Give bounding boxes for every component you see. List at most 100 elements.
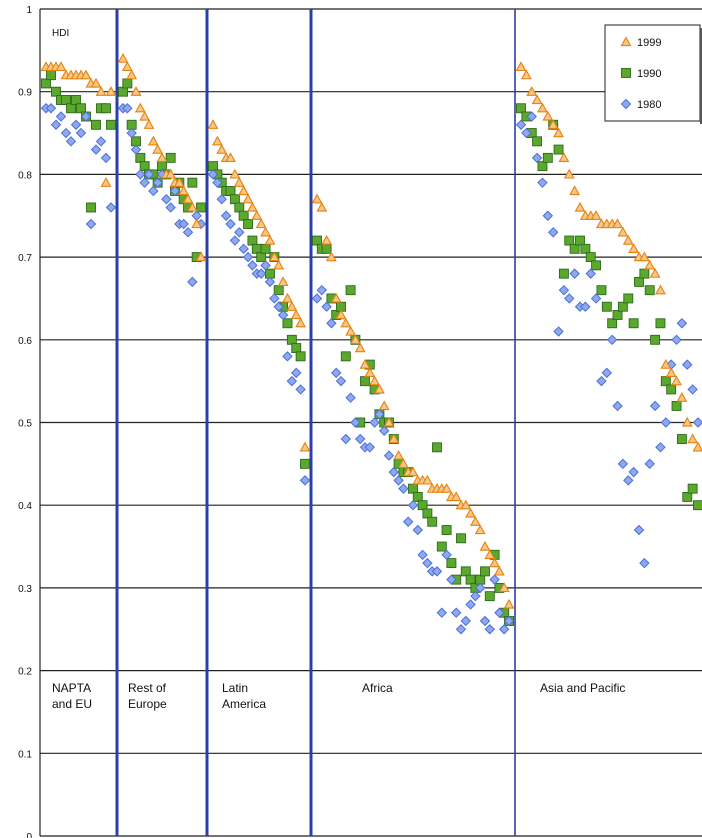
- data-point-1999: [233, 177, 245, 187]
- data-point-1999: [273, 259, 285, 270]
- data-point-1999: [612, 218, 623, 229]
- data-point-1990: [118, 86, 128, 97]
- data-point-1980: [644, 458, 655, 470]
- data-point-1980: [130, 144, 142, 155]
- data-point-1990: [558, 268, 569, 279]
- data-point-1980: [50, 119, 62, 130]
- data-point-1999: [165, 168, 177, 179]
- data-point-1990: [660, 376, 671, 387]
- y-tick-label: 0.6: [18, 336, 32, 347]
- data-point-1980: [354, 433, 366, 445]
- data-point-1980: [335, 375, 347, 387]
- data-point-1990: [650, 334, 661, 345]
- data-point-1990: [575, 235, 585, 246]
- data-point-1990: [256, 252, 267, 263]
- data-point-1999: [655, 284, 666, 295]
- data-point-1990: [516, 103, 526, 114]
- data-point-1990: [76, 103, 86, 114]
- data-point-1980: [606, 334, 618, 346]
- data-point-1990: [537, 161, 548, 172]
- data-point-1980: [216, 194, 227, 205]
- data-point-1990: [644, 285, 655, 296]
- data-point-1990: [432, 442, 442, 453]
- data-point-1980: [590, 293, 602, 304]
- data-point-1999: [692, 441, 702, 452]
- data-point-1980: [286, 375, 298, 387]
- data-point-1980: [383, 450, 395, 461]
- data-point-1999: [498, 582, 510, 593]
- data-point-1980: [494, 607, 505, 618]
- y-axis-title: HDI: [52, 28, 69, 39]
- data-point-1999: [290, 309, 302, 320]
- data-point-1999: [484, 549, 496, 559]
- data-point-1990: [601, 301, 612, 312]
- data-point-1999: [665, 367, 677, 378]
- data-point-1999: [671, 375, 682, 386]
- data-point-1980: [187, 276, 198, 288]
- data-point-1999: [503, 598, 515, 609]
- data-point-1980: [417, 549, 428, 561]
- data-point-1999: [622, 234, 634, 245]
- data-point-1999: [681, 416, 693, 427]
- data-point-1999: [345, 325, 357, 336]
- data-point-1980: [70, 119, 82, 130]
- data-point-1980: [585, 268, 596, 279]
- legend-label: 1980: [637, 99, 661, 111]
- data-point-1990: [273, 285, 284, 296]
- data-point-1980: [90, 144, 102, 155]
- data-point-1999: [644, 259, 656, 270]
- data-point-1990: [465, 574, 476, 585]
- data-point-1999: [542, 110, 554, 121]
- data-point-1999: [207, 119, 219, 129]
- data-point-1980: [126, 127, 137, 139]
- data-point-1980: [436, 607, 448, 618]
- data-point-1999: [186, 201, 198, 212]
- data-point-1980: [676, 318, 688, 329]
- data-point-1980: [369, 417, 380, 428]
- data-point-1990: [286, 334, 297, 345]
- data-point-1980: [161, 194, 172, 205]
- data-point-1990: [628, 318, 639, 329]
- data-point-1990: [135, 152, 146, 163]
- data-point-1990: [422, 508, 433, 519]
- data-point-1980: [340, 433, 352, 445]
- data-point-1980: [498, 624, 510, 635]
- data-point-1999: [421, 474, 433, 485]
- data-point-1999: [479, 540, 491, 551]
- legend-label: 1990: [637, 68, 661, 80]
- data-point-1990: [196, 202, 206, 213]
- data-point-1999: [321, 234, 333, 245]
- data-point-1999: [526, 86, 538, 96]
- data-point-1980: [580, 301, 591, 312]
- data-point-1980: [238, 243, 249, 255]
- data-point-1999: [330, 292, 342, 303]
- data-point-1980: [374, 409, 385, 420]
- region-label: Latin: [222, 681, 248, 695]
- data-point-1980: [479, 615, 491, 627]
- data-point-1980: [178, 218, 189, 230]
- data-point-1999: [531, 94, 543, 105]
- data-point-1990: [412, 491, 423, 502]
- data-point-1980: [55, 111, 67, 122]
- data-point-1980: [455, 624, 467, 635]
- data-point-1990: [71, 95, 81, 105]
- data-point-1990: [446, 558, 457, 569]
- data-point-1980: [220, 210, 232, 221]
- data-point-1980: [85, 218, 97, 230]
- y-tick-label: 0.1: [18, 749, 32, 760]
- data-point-1980: [612, 400, 623, 412]
- data-point-1980: [225, 218, 236, 230]
- legend-marker-1980: [620, 98, 632, 110]
- data-point-1990: [436, 541, 447, 552]
- data-point-1999: [216, 143, 228, 154]
- data-point-1980: [260, 260, 271, 271]
- data-point-1980: [350, 417, 361, 428]
- data-point-1980: [80, 111, 92, 122]
- data-point-1990: [300, 458, 310, 469]
- region-label: Asia and Pacific: [540, 681, 625, 695]
- data-point-1999: [369, 375, 381, 386]
- data-point-1980: [628, 466, 639, 478]
- data-point-1999: [450, 491, 462, 502]
- data-point-1990: [456, 533, 466, 544]
- data-point-1990: [251, 243, 262, 254]
